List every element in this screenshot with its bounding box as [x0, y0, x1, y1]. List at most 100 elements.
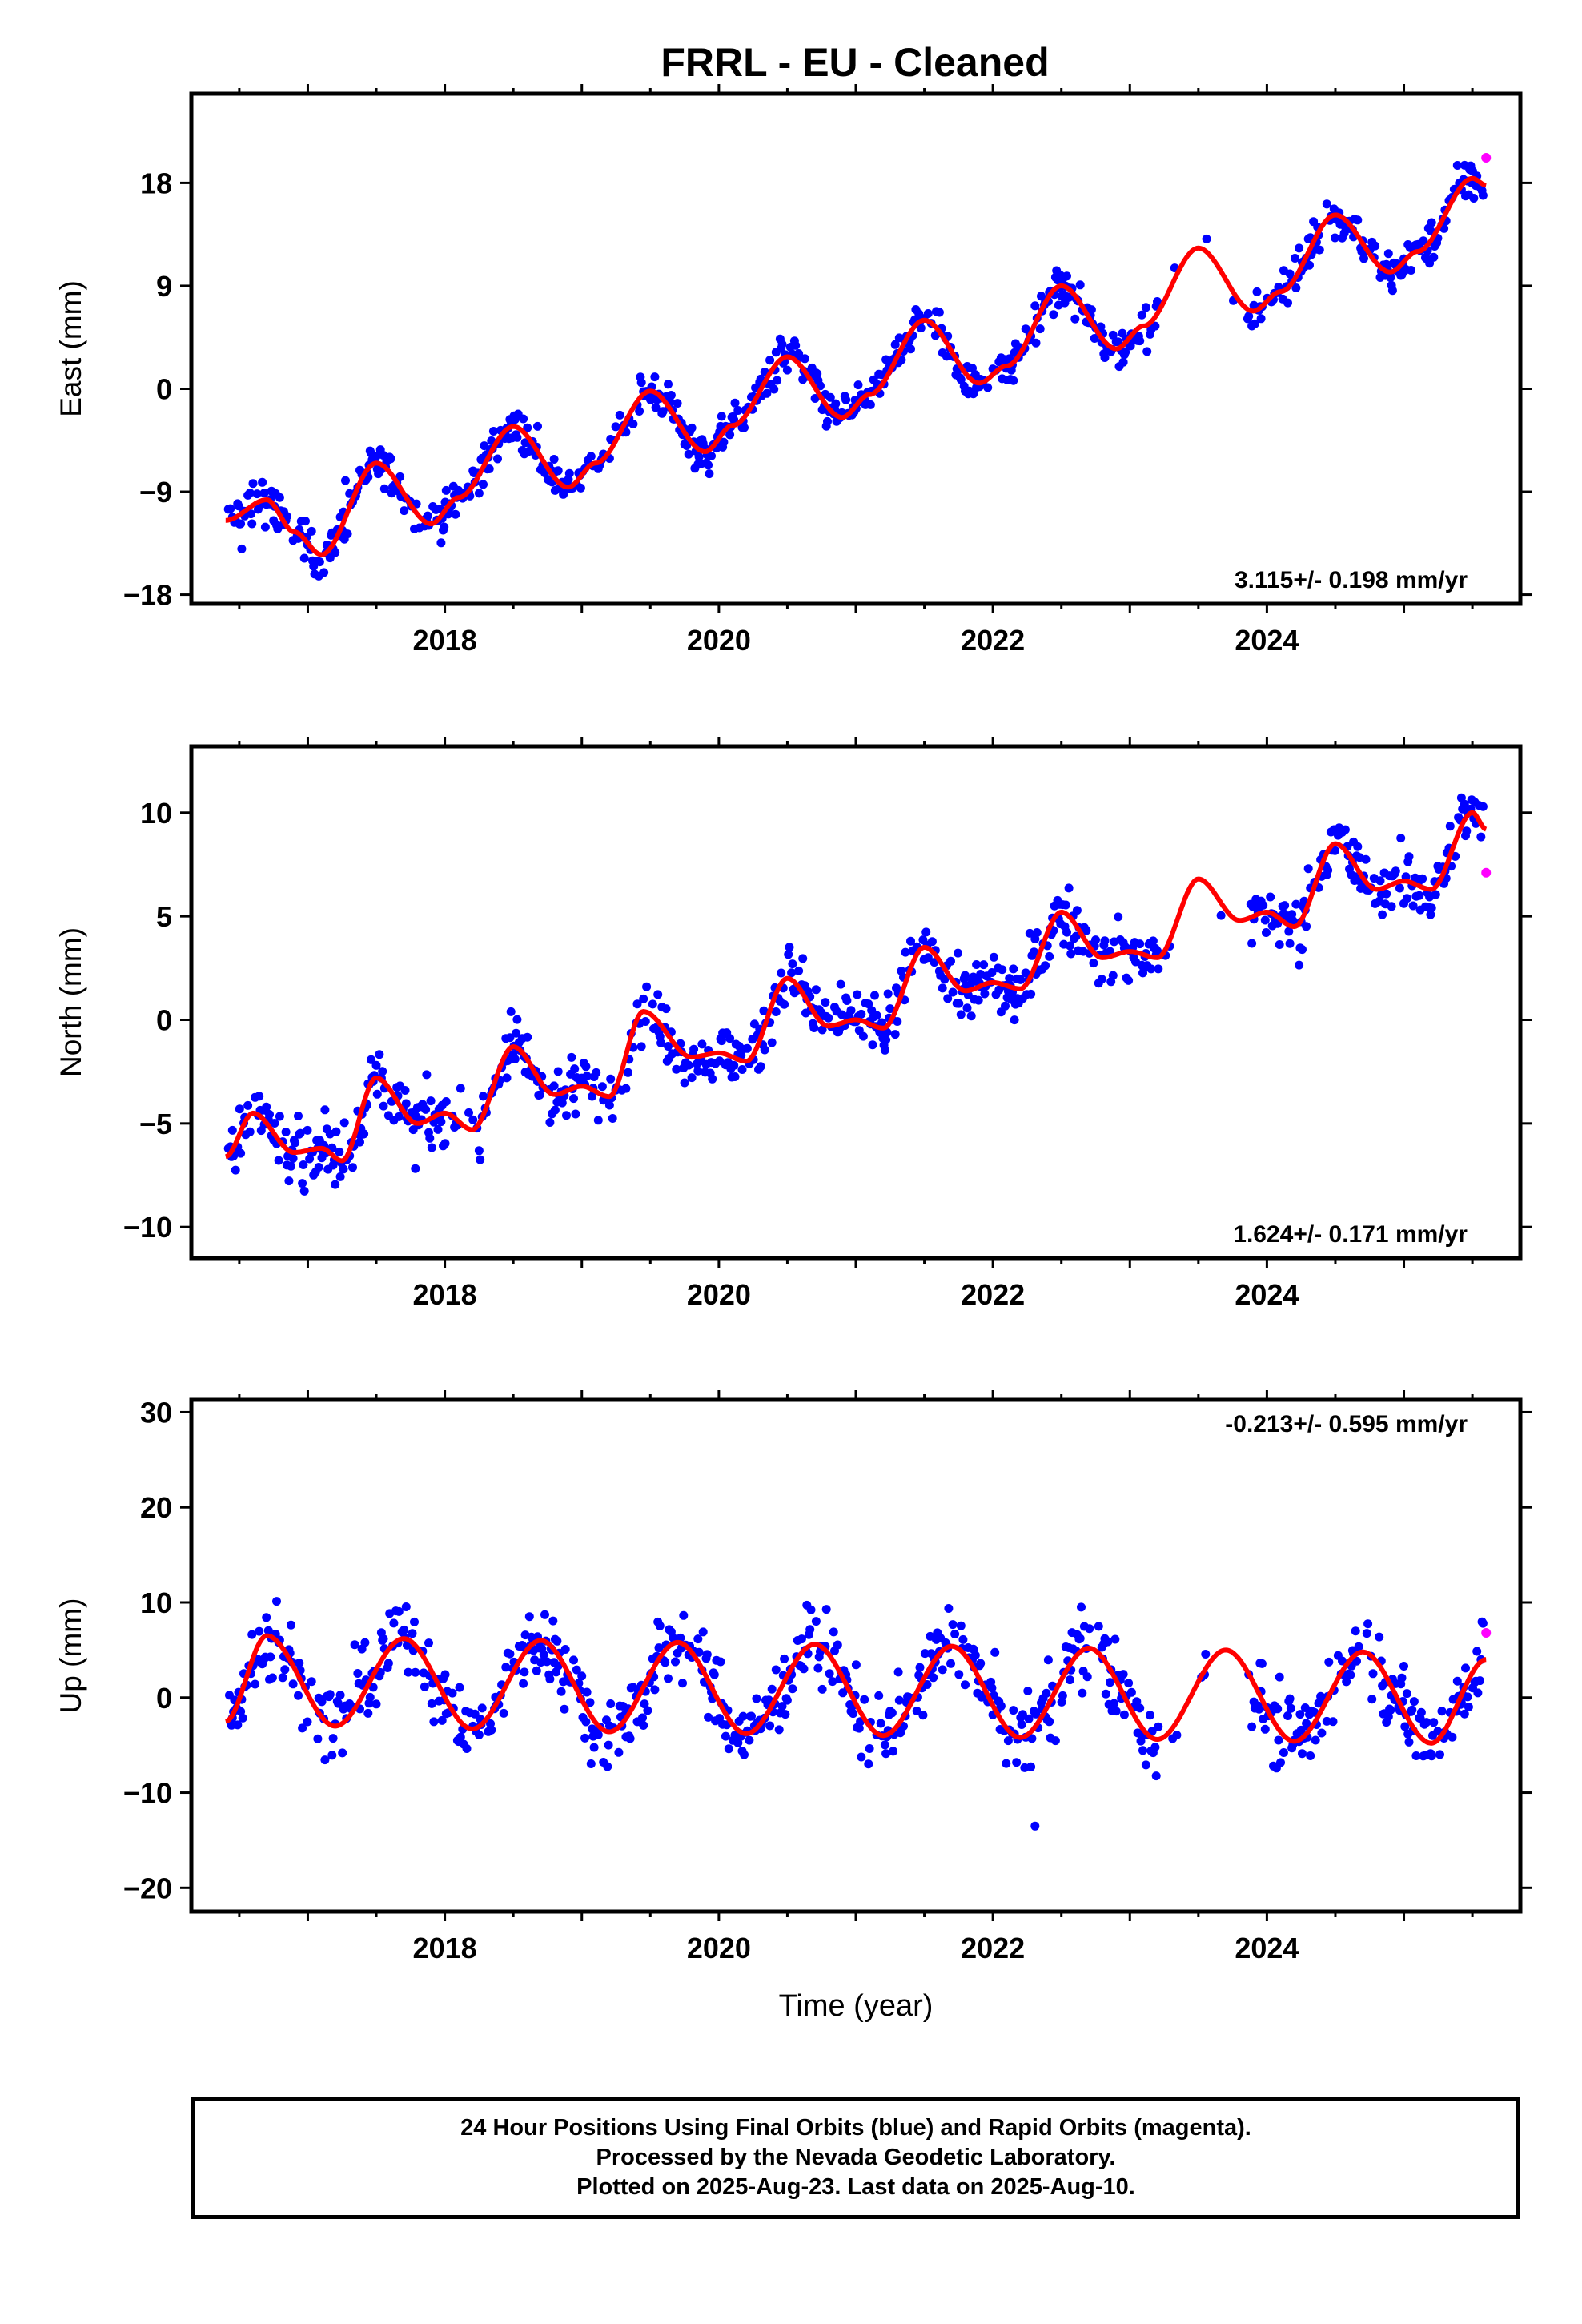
data-point	[532, 1666, 541, 1675]
data-point	[441, 485, 451, 495]
data-point	[1075, 1634, 1085, 1643]
data-point	[704, 1712, 713, 1722]
data-point	[375, 1050, 384, 1059]
data-point	[767, 1038, 777, 1047]
data-point	[865, 400, 875, 409]
data-point	[259, 489, 269, 498]
data-point	[678, 1679, 687, 1688]
data-point	[1419, 236, 1428, 246]
data-point	[569, 1655, 578, 1665]
up-frame	[189, 1397, 1523, 1914]
footer-box: 24 Hour Positions Using Final Orbits (bl…	[191, 2097, 1520, 2219]
data-point	[1151, 1771, 1161, 1781]
data-point	[1426, 910, 1435, 919]
data-point	[1202, 234, 1211, 243]
data-point	[810, 394, 820, 403]
data-point	[725, 430, 735, 440]
data-point	[1476, 1676, 1484, 1686]
data-point	[1121, 348, 1130, 357]
data-point	[423, 511, 432, 521]
data-point	[484, 464, 494, 473]
data-point	[759, 1006, 769, 1015]
data-point	[1119, 1710, 1129, 1719]
data-point	[535, 1090, 544, 1100]
data-point	[1426, 226, 1435, 235]
data-point	[1285, 1694, 1295, 1703]
data-point	[944, 1604, 954, 1613]
data-point	[313, 1734, 323, 1743]
data-point	[1065, 1675, 1074, 1685]
data-point	[615, 410, 624, 420]
data-point	[1075, 280, 1085, 290]
data-point	[729, 1060, 739, 1070]
data-point	[262, 1613, 271, 1622]
data-point	[798, 954, 808, 963]
data-point	[425, 1133, 435, 1143]
data-point	[1045, 1717, 1054, 1727]
data-point	[719, 437, 729, 447]
data-point	[1124, 975, 1134, 985]
data-point	[505, 1033, 515, 1043]
data-point	[1386, 1705, 1395, 1715]
data-point	[966, 1011, 976, 1021]
data-point	[651, 403, 661, 412]
data-point	[730, 1072, 740, 1081]
data-point	[880, 1045, 889, 1055]
east-frame	[189, 91, 1523, 606]
data-point	[533, 421, 542, 431]
data-point	[394, 1112, 404, 1121]
data-point	[1012, 1758, 1022, 1767]
data-point	[709, 1670, 719, 1679]
data-point	[371, 1699, 381, 1709]
data-point	[353, 1669, 363, 1678]
data-point	[946, 956, 955, 966]
data-point	[307, 1677, 316, 1687]
data-point	[987, 1683, 997, 1693]
data-point	[236, 519, 246, 529]
data-point	[334, 1699, 343, 1708]
data-point	[272, 1597, 281, 1606]
data-point	[1338, 1656, 1347, 1666]
data-point	[586, 452, 596, 461]
data-point	[640, 1017, 650, 1026]
data-point	[426, 1096, 436, 1106]
data-point	[716, 1657, 725, 1667]
data-point	[825, 392, 835, 402]
data-point	[1391, 866, 1400, 876]
data-point	[1402, 894, 1411, 903]
data-point	[567, 1052, 576, 1062]
data-point	[1108, 330, 1118, 340]
data-point	[1275, 940, 1284, 949]
data-point	[1153, 297, 1162, 306]
data-point	[1050, 1736, 1060, 1746]
data-point	[769, 384, 779, 394]
data-point	[1331, 846, 1339, 855]
data-point	[765, 356, 775, 365]
data-point	[379, 1101, 388, 1111]
data-point	[1352, 1656, 1361, 1666]
data-point	[1101, 1689, 1110, 1699]
data-point	[797, 1634, 806, 1644]
data-point	[693, 1634, 703, 1644]
data-point	[780, 999, 789, 1009]
data-point	[881, 1749, 891, 1759]
data-point	[519, 414, 528, 424]
data-point	[853, 380, 863, 390]
data-point	[512, 432, 522, 442]
data-point	[436, 1117, 446, 1127]
data-point	[653, 990, 663, 999]
y-tick-label: −18	[123, 579, 172, 612]
data-point	[320, 1755, 330, 1765]
data-point	[379, 484, 389, 493]
data-point	[1111, 1707, 1121, 1716]
data-point	[338, 1748, 347, 1758]
data-point	[542, 1657, 552, 1667]
data-point	[1415, 891, 1424, 900]
data-point	[1030, 1821, 1040, 1831]
data-point	[400, 1625, 409, 1634]
data-point	[1071, 931, 1081, 941]
data-point	[427, 1699, 436, 1708]
data-point	[553, 466, 563, 476]
data-point	[1346, 1671, 1355, 1679]
x-tick-label: 2020	[687, 1932, 751, 1964]
